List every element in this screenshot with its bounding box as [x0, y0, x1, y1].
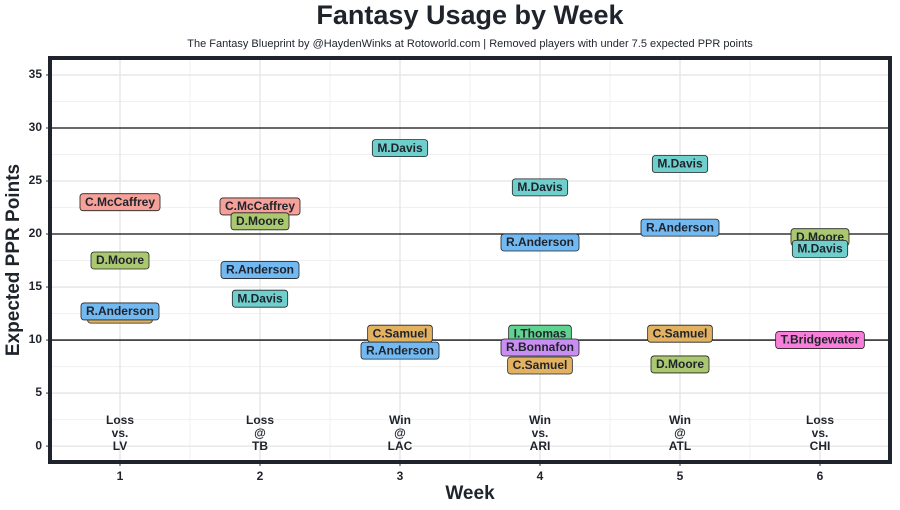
point-text: R.Anderson: [646, 220, 714, 234]
game-label: vs.: [812, 426, 829, 440]
y-tick-label: 10: [29, 332, 43, 346]
y-tick-label: 5: [35, 385, 42, 399]
point-label: C.Samuel: [507, 356, 573, 375]
label-box: [90, 251, 150, 270]
game-label: @: [674, 426, 686, 440]
point-text: M.Davis: [657, 157, 703, 171]
game-label: @: [254, 426, 266, 440]
game-label: Win: [669, 413, 691, 427]
game-label: Loss: [246, 413, 274, 427]
x-tick-label: 5: [677, 469, 684, 483]
point-text: M.Davis: [797, 242, 843, 256]
point-text: M.Davis: [237, 291, 283, 305]
y-tick-label: 0: [35, 438, 42, 452]
y-tick-label: 20: [29, 226, 43, 240]
label-box: [791, 239, 849, 258]
game-label: ATL: [669, 439, 691, 453]
label-box: [511, 178, 569, 197]
point-label: R.Anderson: [220, 261, 300, 279]
chart-subtitle: The Fantasy Blueprint by @HaydenWinks at…: [187, 38, 753, 50]
point-label: R.Anderson: [360, 341, 440, 360]
game-label: @: [394, 426, 406, 440]
point-text: M.Davis: [517, 180, 563, 194]
label-box: [231, 289, 289, 308]
label-box: [775, 331, 865, 349]
label-box: [507, 356, 573, 375]
game-label: Loss: [806, 413, 834, 427]
x-tick-label: 4: [537, 469, 544, 483]
game-label: vs.: [112, 426, 129, 440]
point-label: C.Samuel: [367, 324, 433, 343]
point-label: T.Bridgewater: [775, 331, 865, 349]
point-label: M.Davis: [791, 239, 849, 258]
point-text: C.Samuel: [513, 358, 568, 372]
point-text: C.McCaffrey: [85, 195, 155, 209]
plot-frame: [48, 56, 892, 464]
label-box: [647, 324, 713, 343]
point-label: D.Moore: [90, 251, 150, 270]
point-label: D.Moore: [650, 355, 710, 374]
y-axis-label: Expected PPR Points: [3, 164, 24, 356]
label-box: [371, 139, 429, 158]
game-label: Loss: [106, 413, 134, 427]
label-box: [79, 193, 161, 212]
point-text: R.Bonnafon: [506, 340, 574, 354]
point-text: I.Thomas: [514, 326, 567, 340]
point-label: I.Thomas: [508, 324, 572, 343]
game-label: Win: [529, 413, 551, 427]
point-text: M.Davis: [377, 141, 423, 155]
game-label: TB: [252, 439, 268, 453]
label-box: [80, 302, 160, 321]
y-tick-label: 30: [29, 120, 43, 134]
game-label: vs.: [532, 426, 549, 440]
point-text: R.Anderson: [506, 235, 574, 249]
point-text: D.Moore: [236, 214, 284, 228]
x-axis-label: Week: [445, 483, 495, 504]
point-text: D.Moore: [96, 253, 144, 267]
game-label: LV: [113, 439, 127, 453]
point-label: C.McCaffrey: [79, 193, 161, 212]
point-label: R.Bonnafon: [500, 338, 580, 357]
label-box: [650, 355, 710, 374]
label-box: [651, 155, 709, 173]
x-tick-label: 6: [817, 469, 824, 483]
point-label: R.Anderson: [80, 302, 160, 321]
point-text: D.Moore: [656, 357, 704, 371]
y-tick-label: 35: [29, 67, 43, 81]
chart-title: Fantasy Usage by Week: [316, 0, 624, 30]
point-label: C.McCaffrey: [219, 197, 301, 216]
point-label: M.Davis: [231, 289, 289, 308]
label-box: [230, 212, 290, 231]
point-label: R.Anderson: [500, 233, 580, 252]
point-text: T.Bridgewater: [781, 333, 860, 347]
point-text: R.Anderson: [86, 304, 154, 318]
x-tick-label: 1: [117, 469, 124, 483]
point-label: M.Davis: [651, 155, 709, 173]
point-label: R.Anderson: [640, 218, 720, 237]
point-label: M.Davis: [371, 139, 429, 158]
y-tick-label: 25: [29, 173, 43, 187]
label-box: [640, 218, 720, 237]
point-text: C.Samuel: [653, 326, 708, 340]
game-label: LAC: [388, 439, 413, 453]
label-box: [500, 233, 580, 252]
point-text: R.Anderson: [226, 263, 294, 277]
x-tick-label: 3: [397, 469, 404, 483]
point-text: C.McCaffrey: [225, 199, 295, 213]
x-tick-label: 2: [257, 469, 264, 483]
point-text: R.Anderson: [366, 343, 434, 357]
label-box: [220, 261, 300, 279]
label-box: [500, 338, 580, 357]
game-label: Win: [389, 413, 411, 427]
point-label: D.Moore: [230, 212, 290, 231]
point-label: C.Samuel: [647, 324, 713, 343]
point-text: C.Samuel: [373, 326, 428, 340]
y-tick-label: 15: [29, 279, 43, 293]
point-label: M.Davis: [511, 178, 569, 197]
game-label: CHI: [810, 439, 831, 453]
game-label: ARI: [530, 439, 551, 453]
label-box: [360, 341, 440, 360]
